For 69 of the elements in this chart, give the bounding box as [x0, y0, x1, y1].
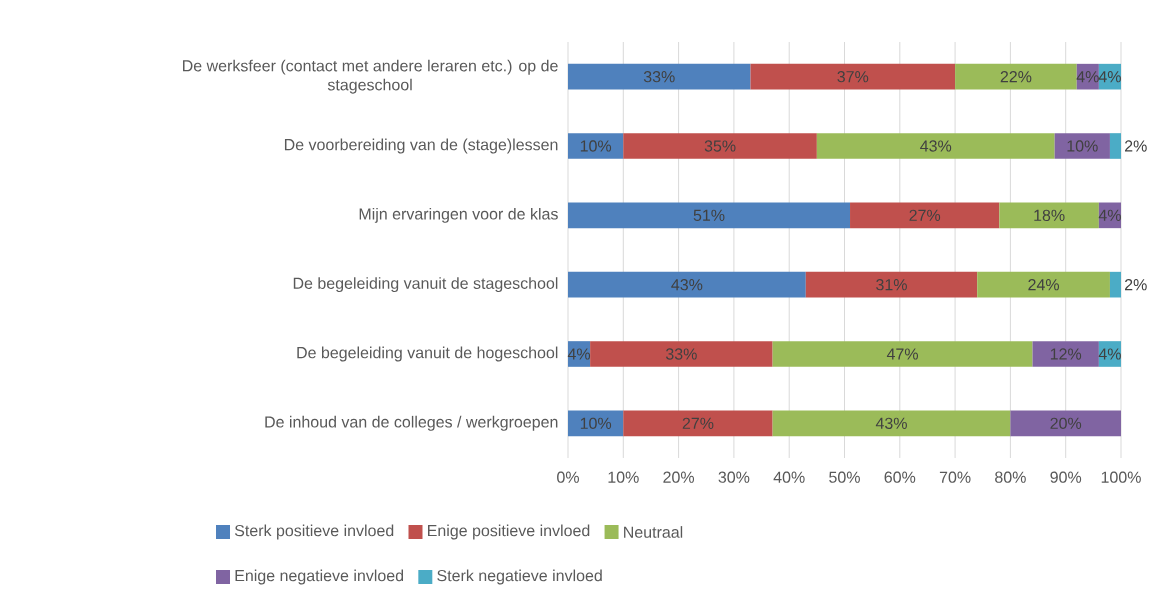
y-tick-label: De voorbereiding van de (stage)lessen — [284, 138, 558, 154]
data-label: 24% — [1028, 279, 1060, 291]
data-label: 51% — [693, 209, 725, 221]
bar — [568, 63, 751, 90]
y-tick-label: Mijn ervaringen voor de klas — [359, 207, 558, 223]
data-label: 33% — [665, 348, 697, 360]
data-label: 10% — [580, 417, 612, 429]
data-label: 12% — [1050, 348, 1082, 360]
bar — [1109, 271, 1121, 298]
bar — [1054, 133, 1110, 159]
data-label: 43% — [671, 279, 703, 291]
data-label: 2% — [1125, 140, 1147, 152]
bar — [623, 133, 817, 159]
y-tick-label: De inhoud van de colleges / werkgroepen — [265, 415, 558, 431]
x-tick-label: 80% — [995, 471, 1026, 483]
bar — [623, 410, 773, 437]
bar — [750, 63, 956, 90]
data-label: 18% — [1034, 209, 1065, 221]
legend-label: Enige positieve invloed — [428, 524, 590, 540]
data-label: 31% — [876, 279, 907, 291]
y-tick-label: De begeleiding vanuit de hogeschool — [297, 346, 558, 362]
x-tick-label: 90% — [1050, 471, 1082, 483]
bar — [850, 202, 1000, 229]
y-tick-label: De begeleiding vanuit de stageschool — [293, 277, 558, 293]
data-label: 27% — [909, 209, 941, 221]
data-label: 47% — [886, 348, 919, 360]
x-tick-label: 100% — [1101, 471, 1141, 483]
bar — [805, 271, 978, 298]
bar — [568, 410, 624, 437]
data-label: 4% — [1098, 71, 1121, 83]
legend-label: Sterk positieve invloed — [234, 524, 394, 540]
bar — [568, 202, 851, 229]
bar — [1032, 341, 1099, 367]
data-label: 4% — [567, 348, 591, 360]
data-label: 20% — [1050, 417, 1082, 429]
bar — [816, 133, 1055, 159]
x-tick-label: 30% — [718, 471, 750, 483]
x-tick-label: 40% — [773, 471, 805, 483]
x-tick-label: 70% — [939, 471, 971, 483]
bar — [955, 63, 1077, 90]
x-tick-label: 20% — [663, 471, 695, 483]
legend-label: Sterk negatieve invloed — [437, 569, 602, 585]
x-tick-label: 0% — [557, 471, 579, 483]
data-label: 33% — [643, 71, 675, 83]
legend-label: Neutraal — [624, 526, 683, 538]
legend-label: Enige negatieve invloed — [235, 569, 404, 585]
x-tick-label: 60% — [884, 471, 916, 483]
y-tick-label: De werksfeer (contact met andere leraren etc.) op de stageschool — [183, 59, 558, 94]
bar — [1109, 133, 1121, 159]
data-label: 35% — [704, 140, 736, 152]
data-label: 43% — [920, 140, 952, 152]
data-label: 27% — [682, 417, 714, 429]
data-label: 43% — [875, 417, 907, 429]
bar — [999, 202, 1099, 229]
data-label: 10% — [1067, 140, 1098, 152]
bar — [1010, 410, 1121, 437]
data-label: 22% — [1000, 71, 1032, 83]
x-tick-label: 10% — [608, 471, 639, 483]
data-label: 2% — [1125, 279, 1147, 291]
bar — [772, 410, 1011, 437]
bar — [590, 341, 773, 367]
bar — [568, 133, 624, 159]
x-tick-label: 50% — [829, 471, 860, 483]
bar — [568, 271, 806, 298]
data-label: 37% — [837, 71, 869, 83]
data-label: 4% — [1098, 348, 1121, 360]
data-label: 10% — [580, 140, 612, 152]
bar — [772, 341, 1033, 367]
bar — [977, 271, 1110, 298]
